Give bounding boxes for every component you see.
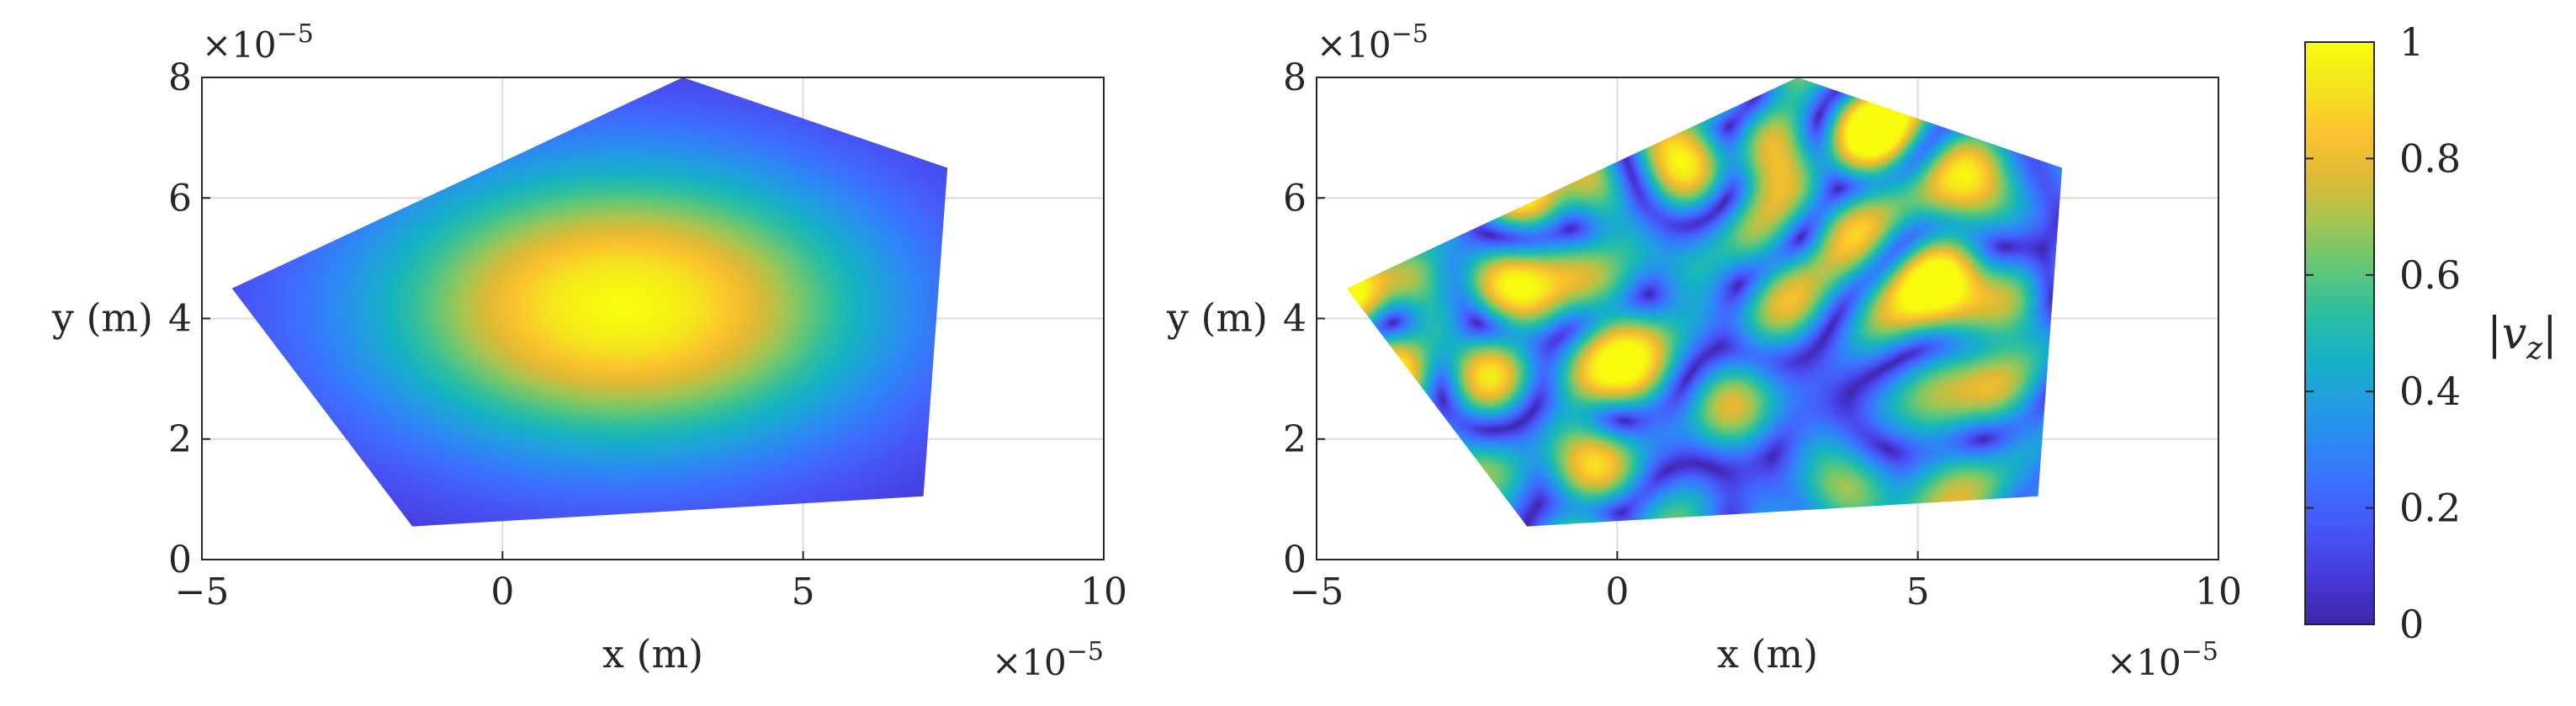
colorbar-gradient	[2304, 41, 2375, 625]
x-tick-label: 5	[792, 571, 815, 613]
left-x-axis-label: x (m)	[602, 631, 703, 677]
y-tick-label: 0	[1283, 539, 1307, 581]
colorbar-tick-label: 0.2	[2399, 486, 2461, 531]
right-y-exponent-label: ×10−5	[1317, 19, 1428, 66]
x-tick-label: −5	[1290, 571, 1344, 613]
colorbar-label: |vz|	[2487, 309, 2557, 366]
y-tick-label: 8	[1283, 56, 1307, 99]
y-tick-label: 0	[168, 539, 192, 581]
right-x-axis-label: x (m)	[1717, 631, 1818, 677]
x-tick-label: −5	[175, 571, 230, 613]
right-x-exponent-label: ×10−5	[2107, 637, 2218, 683]
left-y-exponent-label: ×10−5	[202, 19, 314, 66]
x-tick-label: 10	[1080, 571, 1127, 613]
x-tick-label: 5	[1906, 571, 1930, 613]
x-tick-label: 10	[2195, 571, 2242, 613]
left-x-exponent-label: ×10−5	[992, 637, 1104, 683]
x-tick-label: 0	[490, 571, 514, 613]
right-y-axis-label: y (m)	[1166, 295, 1268, 341]
colorbar-ticks: 0 0.2 0.4 0.6 0.8 1	[2305, 19, 2461, 647]
x-tick-label: 0	[1605, 571, 1629, 613]
left-y-axis-label: y (m)	[51, 295, 153, 341]
y-tick-label: 4	[1283, 298, 1307, 341]
y-tick-label: 6	[168, 177, 192, 220]
colorbar-tick-label: 0.4	[2399, 369, 2461, 414]
y-tick-label: 4	[168, 298, 192, 341]
y-tick-label: 2	[1283, 418, 1307, 461]
colorbar-tick-label: 0	[2399, 602, 2424, 647]
y-tick-label: 8	[168, 56, 192, 99]
y-tick-label: 6	[1283, 177, 1307, 220]
colorbar: 0 0.2 0.4 0.6 0.8 1 |vz|	[2304, 19, 2557, 647]
colorbar-tick-label: 0.8	[2399, 135, 2461, 181]
colorbar-tick-label: 1	[2399, 19, 2424, 65]
colorbar-tick-label: 0.6	[2399, 252, 2461, 298]
y-tick-label: 2	[168, 418, 192, 461]
